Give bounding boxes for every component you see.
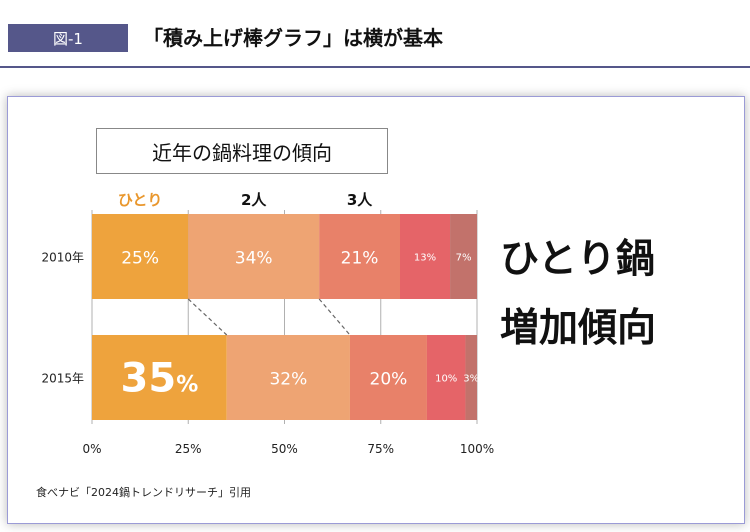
bar-segment <box>450 214 477 299</box>
bar-segment <box>92 214 189 299</box>
data-label: 34% <box>235 249 273 269</box>
data-label: 20% <box>370 370 408 390</box>
category-label: 2015年 <box>41 372 84 386</box>
data-label: 25% <box>121 249 159 269</box>
data-label: 32% <box>269 370 307 390</box>
bar-segment <box>400 214 451 299</box>
chart-title: 近年の鍋料理の傾向 <box>96 128 388 174</box>
series-label: 2人 <box>241 191 267 209</box>
figure-title: 「積み上げ棒グラフ」は横が基本 <box>143 26 443 50</box>
figure-label: 図-1 <box>53 29 83 48</box>
connector-line <box>187 298 228 336</box>
bar-segment <box>426 335 466 420</box>
bar-segment <box>465 335 477 420</box>
bar-segment <box>349 335 427 420</box>
series-label: 3人 <box>347 191 373 209</box>
connector-line <box>318 298 351 336</box>
callout-line-1: ひとり鍋 <box>500 237 655 282</box>
data-label: 21% <box>341 249 379 269</box>
bar-segment <box>226 335 350 420</box>
category-label: 2010年 <box>41 251 84 265</box>
data-label: 7% <box>456 253 472 264</box>
x-tick-label: 100% <box>460 442 494 456</box>
callout-line-2: 増加傾向 <box>500 306 657 351</box>
bar-segment <box>92 335 227 420</box>
data-label: 35% <box>121 356 199 402</box>
x-tick-label: 75% <box>367 442 394 456</box>
bar-segment <box>319 214 400 299</box>
series-label: ひとり <box>118 191 163 209</box>
data-label: 3% <box>463 374 479 385</box>
x-tick-label: 0% <box>82 442 101 456</box>
figure-label-badge: 図-1 <box>8 24 128 52</box>
header-divider <box>0 66 750 68</box>
data-label: 10% <box>435 374 457 385</box>
x-tick-label: 50% <box>271 442 298 456</box>
x-tick-label: 25% <box>175 442 202 456</box>
bar-segment <box>188 214 320 299</box>
source-note: 食べナビ「2024鍋トレンドリサーチ」引用 <box>36 486 251 499</box>
data-label: 13% <box>414 253 436 264</box>
